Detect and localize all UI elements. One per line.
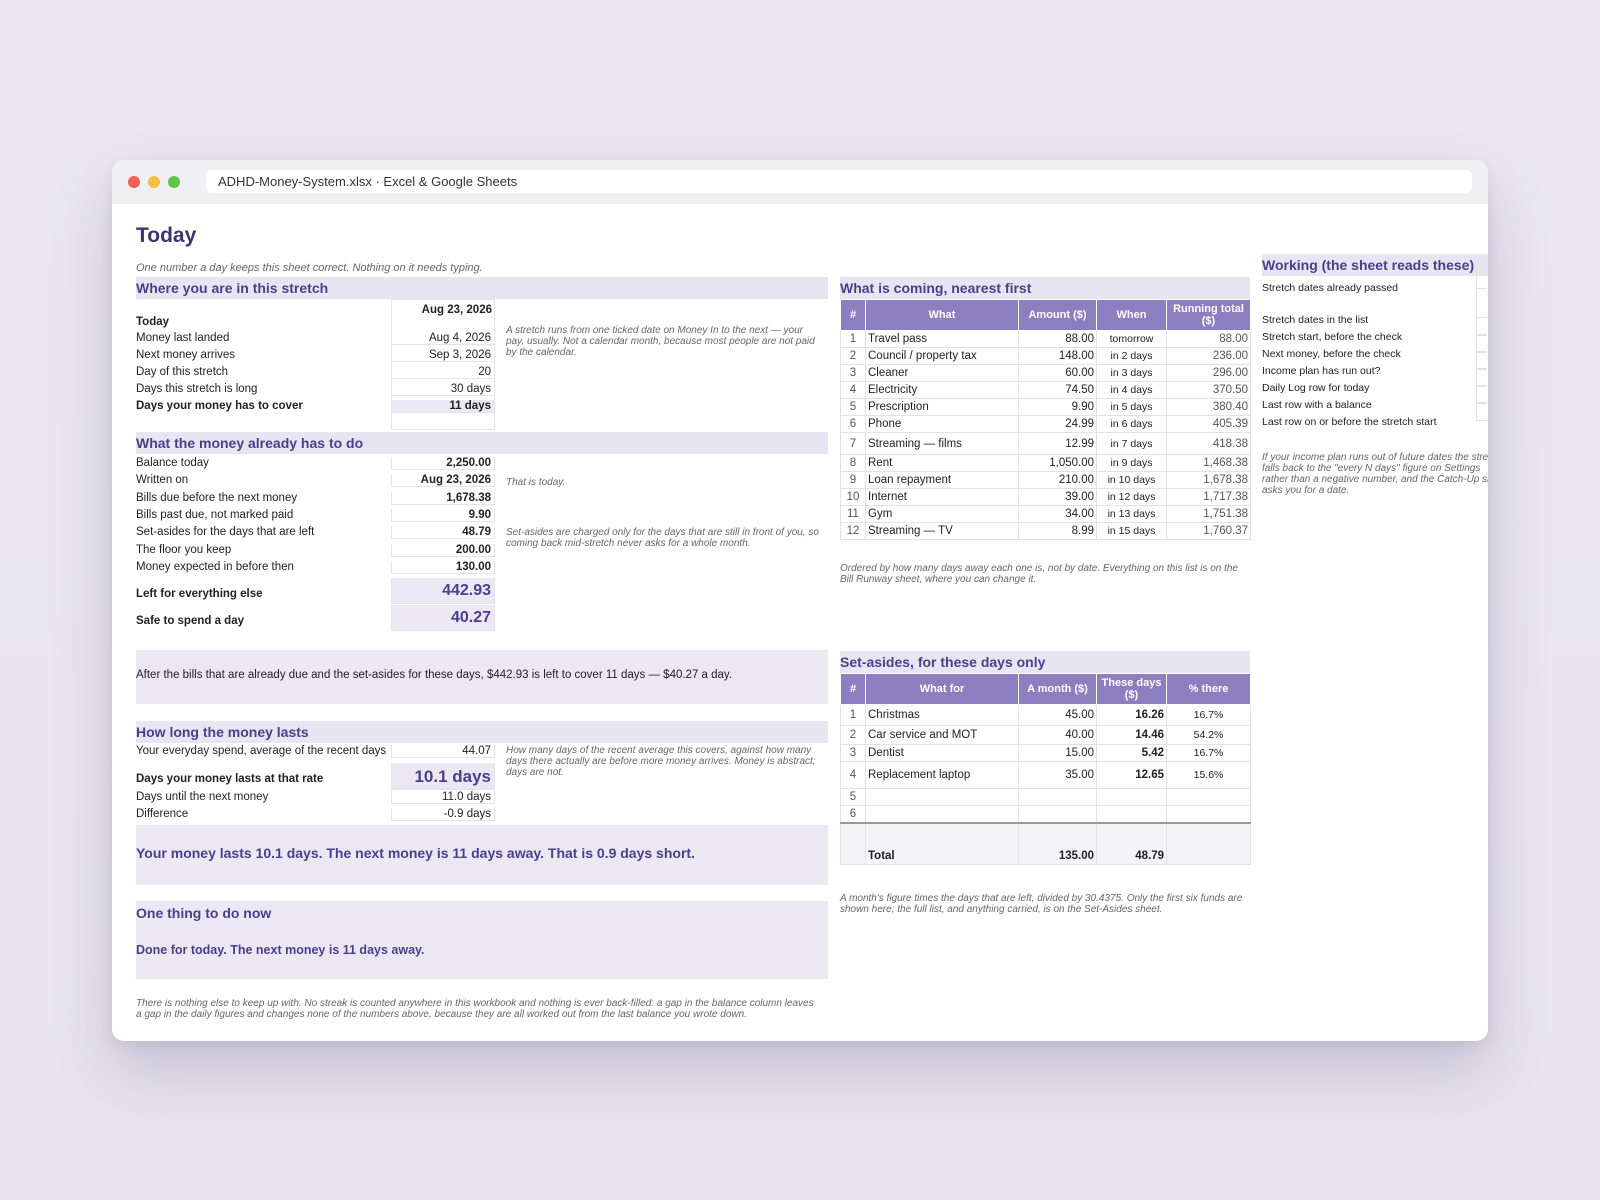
lasts-heading: How long the money lasts — [136, 721, 828, 743]
safe-to-spend-value[interactable]: 40.27 — [391, 605, 495, 631]
working-label: Stretch dates already passed — [1262, 282, 1398, 294]
column-header[interactable]: A month ($) — [1018, 673, 1097, 705]
footer-note: There is nothing else to keep up with. N… — [136, 998, 814, 1020]
working-cell[interactable] — [1476, 288, 1487, 318]
window-title: ADHD-Money-System.xlsx · Excel & Google … — [206, 170, 1472, 193]
stretch-heading: Where you are in this stretch — [136, 277, 828, 299]
money-summary-panel: After the bills that are already due and… — [136, 650, 828, 704]
table-row: 4 Replacement laptop 35.00 12.65 15.6% — [840, 761, 1251, 789]
close-window-button[interactable] — [128, 176, 140, 188]
action-heading: One thing to do now — [136, 905, 272, 921]
note-that-is-today: That is today. — [506, 477, 566, 488]
column-header[interactable]: # — [840, 673, 866, 705]
column-header[interactable]: What — [865, 299, 1019, 331]
setasides-heading: Set-asides, for these days only — [840, 651, 1250, 673]
column-header[interactable]: Running total ($) — [1166, 299, 1251, 331]
lasts-note: How many days of the recent average this… — [506, 745, 816, 778]
working-label: Stretch dates in the list — [1262, 314, 1369, 326]
column-header[interactable]: These days ($) — [1096, 673, 1167, 705]
money-heading: What the money already has to do — [136, 432, 828, 454]
working-label: Last row on or before the stretch start — [1262, 416, 1437, 428]
table-row: 9 Loan repayment 210.00 in 10 days 1,678.38 — [840, 471, 1251, 489]
action-text: Done for today. The next money is 11 day… — [136, 943, 425, 957]
working-heading: Working (the sheet reads these) — [1262, 254, 1488, 276]
table-row: 3 Cleaner 60.00 in 3 days 296.00 — [840, 364, 1251, 382]
table-row: 3 Dentist 15.00 5.42 16.7% — [840, 744, 1251, 762]
table-row: 10 Internet 39.00 in 12 days 1,717.38 — [840, 488, 1251, 506]
app-window: ADHD-Money-System.xlsx · Excel & Google … — [112, 160, 1488, 1041]
working-label: Stretch start, before the check — [1262, 331, 1403, 343]
table-row: 6 — [840, 805, 1251, 823]
set-asides-note: Set-asides are charged only for the days… — [506, 527, 819, 549]
money-summary-text: After the bills that are already due and… — [136, 669, 733, 681]
table-row: 1 Travel pass 88.00 tomorrow 88.00 — [840, 330, 1251, 348]
table-row: 4 Electricity 74.50 in 4 days 370.50 — [840, 381, 1251, 399]
sheet-area: Today One number a day keeps this sheet … — [112, 204, 1488, 1041]
coming-heading: What is coming, nearest first — [840, 277, 1250, 299]
table-row: 11 Gym 34.00 in 13 days 1,751.38 — [840, 505, 1251, 523]
working-cell[interactable] — [1476, 402, 1487, 421]
total-row: Total 135.00 48.79 — [840, 821, 1251, 865]
working-cell[interactable] — [1476, 385, 1487, 404]
table-row: 8 Rent 1,050.00 in 9 days 1,468.38 — [840, 454, 1251, 472]
table-row: 12 Streaming — TV 8.99 in 15 days 1,760.37 — [840, 522, 1251, 540]
today-value[interactable]: Aug 23, 2026 — [421, 304, 492, 316]
lasts-summary-text: Your money lasts 10.1 days. The next mon… — [136, 845, 695, 861]
working-label: Daily Log row for today — [1262, 382, 1370, 394]
minimize-window-button[interactable] — [148, 176, 160, 188]
working-cell[interactable] — [1476, 270, 1487, 289]
working-cell[interactable] — [1476, 317, 1487, 336]
working-cell[interactable] — [1476, 351, 1487, 370]
column-header[interactable]: What for — [865, 673, 1019, 705]
working-section: Working (the sheet reads these) Stretch … — [1262, 254, 1488, 554]
column-header[interactable]: # — [840, 299, 866, 331]
table-row: 2 Council / property tax 148.00 in 2 days 23… — [840, 347, 1251, 365]
column-header[interactable]: Amount ($) — [1018, 299, 1097, 331]
stretch-value-column — [391, 299, 495, 430]
working-label: Next money, before the check — [1262, 348, 1401, 360]
working-note: If your income plan runs out of future d… — [1262, 452, 1488, 496]
table-row: 5 — [840, 788, 1251, 806]
working-cell[interactable] — [1476, 334, 1487, 353]
maximize-window-button[interactable] — [168, 176, 180, 188]
working-label: Last row with a balance — [1262, 399, 1372, 411]
table-row: 5 Prescription 9.90 in 5 days 380.40 — [840, 398, 1251, 416]
table-row: 2 Car service and MOT 40.00 14.46 54.2% — [840, 725, 1251, 745]
column-header[interactable]: % there — [1166, 673, 1251, 705]
working-label: Income plan has run out? — [1262, 365, 1381, 377]
coming-note: Ordered by how many days away each one i… — [840, 563, 1238, 585]
coming-header-row: # What Amount ($) When Running total ($) — [840, 299, 1251, 331]
setasides-note: A month's figure times the days that are… — [840, 893, 1243, 915]
setasides-header-row: # What for A month ($) These days ($) % … — [840, 673, 1251, 705]
setasides-table: # What for A month ($) These days ($) % … — [840, 673, 1251, 865]
action-panel: One thing to do now Done for today. The … — [136, 901, 828, 979]
page-title: Today — [136, 224, 197, 247]
stretch-note: A stretch runs from one ticked date on M… — [506, 325, 815, 358]
lasts-summary-panel: Your money lasts 10.1 days. The next mon… — [136, 825, 828, 885]
days-money-lasts-value[interactable]: 10.1 days — [391, 763, 495, 790]
table-row: 7 Streaming — films 12.99 in 7 days 418.38 — [840, 432, 1251, 455]
coming-table: # What Amount ($) When Running total ($)… — [840, 299, 1251, 540]
column-header[interactable]: When — [1096, 299, 1167, 331]
table-row: 1 Christmas 45.00 16.26 16.7% — [840, 704, 1251, 726]
page-subtitle: One number a day keeps this sheet correc… — [136, 262, 483, 274]
title-bar: ADHD-Money-System.xlsx · Excel & Google … — [112, 160, 1488, 204]
table-row: 6 Phone 24.99 in 6 days 405.39 — [840, 415, 1251, 433]
working-cell[interactable] — [1476, 368, 1487, 387]
left-for-everything-value[interactable]: 442.93 — [391, 578, 495, 604]
